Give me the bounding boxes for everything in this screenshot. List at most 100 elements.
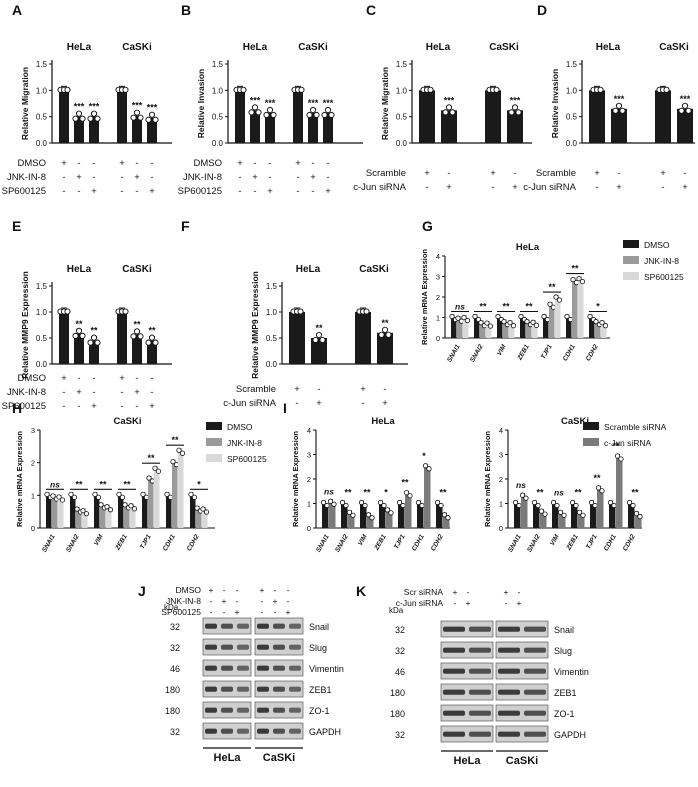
- treatment-label: SP600125: [161, 607, 201, 617]
- data-point: [516, 502, 522, 509]
- data-point: [570, 276, 576, 283]
- bar: [677, 108, 693, 143]
- treatment-sign: +: [273, 596, 278, 606]
- treatment-sign: -: [135, 186, 138, 197]
- treatment-label: c-Jun siRNA: [223, 398, 276, 409]
- molecular-weight: 180: [390, 688, 405, 698]
- treatment-sign: +: [149, 401, 155, 412]
- protein-band: [498, 626, 520, 632]
- treatment-sign: -: [617, 168, 620, 179]
- treatment-sign: +: [286, 607, 291, 617]
- data-point: [495, 313, 501, 320]
- group-title: CaSKi: [122, 264, 152, 275]
- protein-label: Slug: [554, 646, 572, 656]
- protein-label: Snail: [309, 622, 329, 632]
- protein-band: [469, 731, 491, 737]
- gene-label: VIM: [357, 533, 369, 547]
- protein-band: [257, 644, 269, 650]
- protein-band: [498, 731, 520, 737]
- data-point: [128, 503, 134, 509]
- y-tick-label: 0: [31, 524, 35, 533]
- blot-membrane: [440, 662, 494, 680]
- data-point: [140, 491, 146, 497]
- group-title: HeLa: [67, 264, 92, 275]
- significance-label: ns: [324, 486, 334, 496]
- data-point: [75, 110, 83, 117]
- gene-label: CDH2: [186, 533, 201, 552]
- treatment-sign: -: [150, 172, 153, 183]
- bar: [616, 456, 623, 528]
- data-point: [579, 278, 586, 285]
- data-point: [611, 502, 617, 509]
- y-tick-label: 0: [436, 334, 440, 343]
- treatment-sign: -: [268, 172, 271, 183]
- treatment-sign: -: [92, 387, 95, 398]
- bar: [323, 112, 333, 143]
- y-tick-label: 4: [436, 252, 440, 261]
- data-point: [455, 315, 461, 321]
- bar: [360, 503, 367, 528]
- protein-band: [524, 710, 546, 716]
- data-point: [343, 502, 349, 509]
- gene-label: CDH1: [562, 343, 577, 362]
- data-point: [248, 109, 255, 116]
- significance-label: ***: [250, 95, 261, 105]
- bar: [520, 317, 526, 338]
- bar: [655, 90, 671, 143]
- protein-band: [498, 689, 520, 695]
- legend-label: JNK-IN-8: [227, 438, 262, 448]
- bar: [441, 110, 457, 143]
- bar: [405, 493, 412, 528]
- bar: [532, 323, 538, 338]
- data-point: [87, 115, 94, 122]
- data-point: [388, 510, 394, 516]
- legend-label: DMSO: [644, 240, 670, 250]
- bar: [543, 317, 549, 338]
- data-point: [90, 334, 98, 341]
- chart-c-relative-migration: 0.0 0.5 1.0 1.5 Relative Migration *** *** HeLa…: [353, 42, 532, 193]
- data-point: [369, 515, 375, 521]
- data-point: [130, 333, 137, 340]
- y-tick-label: 2: [436, 293, 440, 302]
- treatment-sign: -: [135, 401, 138, 412]
- bar: [322, 503, 329, 528]
- protein-band: [205, 707, 217, 713]
- treatment-sign: -: [238, 186, 241, 197]
- data-point: [685, 107, 692, 114]
- treatment-sign: -: [77, 373, 80, 384]
- bar: [172, 462, 178, 528]
- treatment-sign: -: [361, 398, 364, 409]
- data-point: [164, 491, 170, 497]
- blot-membrane: [495, 704, 549, 722]
- significance-label: **: [90, 326, 98, 336]
- gene-label: SNAI2: [65, 533, 81, 553]
- data-point: [564, 313, 570, 320]
- significance-label: ***: [510, 95, 521, 105]
- legend-swatch: [206, 454, 222, 462]
- y-tick-label: 1.0: [212, 86, 224, 95]
- bar: [117, 90, 127, 143]
- panel-letter-d: D: [537, 2, 548, 18]
- data-point: [593, 319, 599, 325]
- data-point: [595, 485, 602, 491]
- panel-letter-b: B: [181, 2, 192, 18]
- y-tick-label: 0: [307, 524, 311, 533]
- bar: [311, 338, 327, 364]
- data-point: [615, 102, 623, 109]
- data-point: [576, 509, 583, 515]
- data-point: [263, 111, 270, 119]
- treatment-sign: -: [317, 384, 320, 395]
- gene-label: TJP1: [139, 533, 153, 550]
- treatment-sign: +: [267, 186, 273, 197]
- protein-label: Vimentin: [554, 667, 589, 677]
- treatment-sign: -: [253, 158, 256, 169]
- protein-band: [524, 731, 546, 737]
- protein-band: [273, 686, 285, 692]
- gene-label: ZEB1: [373, 533, 388, 552]
- treatment-sign: -: [223, 607, 226, 617]
- treatment-sign: -: [287, 585, 290, 595]
- data-point: [312, 336, 319, 344]
- bar: [497, 317, 503, 338]
- bar: [443, 515, 450, 528]
- bar: [106, 507, 112, 528]
